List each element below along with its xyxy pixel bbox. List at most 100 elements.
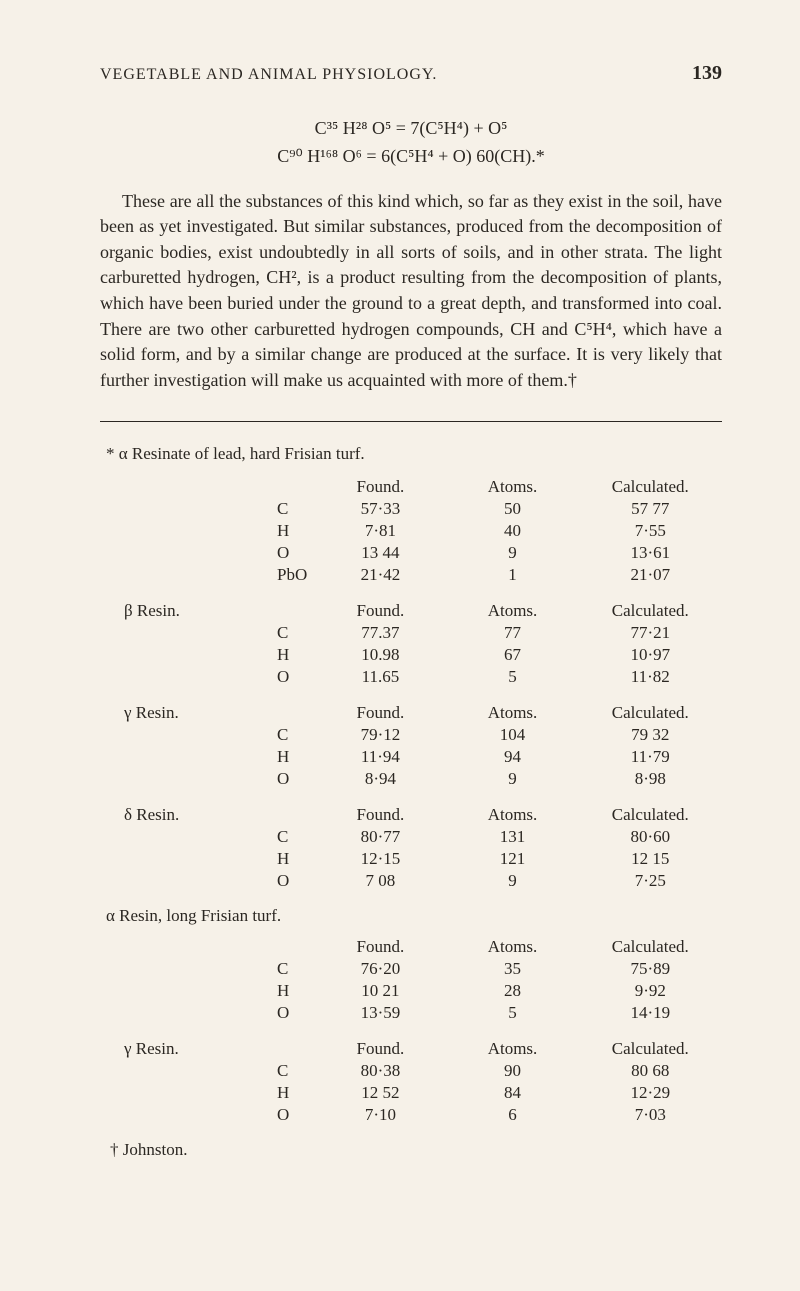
value-found: 57·33	[314, 498, 446, 520]
blank-cell	[100, 958, 273, 980]
value-calculated: 8·98	[579, 768, 722, 790]
value-found: 13 44	[314, 542, 446, 564]
blank-cell	[273, 936, 314, 958]
col-header-found: Found.	[314, 702, 446, 724]
page-number: 139	[692, 62, 722, 85]
element-symbol: O	[273, 542, 314, 564]
value-found: 12·15	[314, 848, 446, 870]
value-atoms: 6	[446, 1104, 578, 1126]
element-symbol: H	[273, 746, 314, 768]
value-found: 13·59	[314, 1002, 446, 1024]
value-found: 11·94	[314, 746, 446, 768]
value-atoms: 40	[446, 520, 578, 542]
value-atoms: 50	[446, 498, 578, 520]
value-atoms: 90	[446, 1060, 578, 1082]
blank-cell	[100, 746, 273, 768]
col-header-calculated: Calculated.	[579, 702, 722, 724]
blank-cell	[100, 622, 273, 644]
value-calculated: 9·92	[579, 980, 722, 1002]
table-row: H10 21289·92	[100, 980, 722, 1002]
col-header-calculated: Calculated.	[579, 936, 722, 958]
blank-cell	[100, 870, 273, 892]
value-calculated: 79 32	[579, 724, 722, 746]
value-calculated: 7·25	[579, 870, 722, 892]
value-atoms: 28	[446, 980, 578, 1002]
table-row: H12·1512112 15	[100, 848, 722, 870]
formula-line-1: C³⁵ H²⁸ O⁵ = 7(C⁵H⁴) + O⁵	[100, 115, 722, 143]
table-row: H10.986710·97	[100, 644, 722, 666]
value-atoms: 77	[446, 622, 578, 644]
running-title: VEGETABLE AND ANIMAL PHYSIOLOGY.	[100, 66, 437, 84]
col-header-calculated: Calculated.	[579, 1038, 722, 1060]
blank-cell	[100, 666, 273, 688]
value-calculated: 12·29	[579, 1082, 722, 1104]
table-row: H11·949411·79	[100, 746, 722, 768]
value-found: 10.98	[314, 644, 446, 666]
value-atoms: 9	[446, 768, 578, 790]
col-header-found: Found.	[314, 476, 446, 498]
value-calculated: 13·61	[579, 542, 722, 564]
col-header-atoms: Atoms.	[446, 804, 578, 826]
composition-table: Found.Atoms.Calculated.C57·335057 77H7·8…	[100, 476, 722, 586]
resin-label	[100, 476, 273, 498]
col-header-found: Found.	[314, 1038, 446, 1060]
table-row: C77.377777·21	[100, 622, 722, 644]
body-text: These are all the substances of this kin…	[100, 191, 722, 390]
value-calculated: 12 15	[579, 848, 722, 870]
table-row: O11.65511·82	[100, 666, 722, 688]
col-header-atoms: Atoms.	[446, 702, 578, 724]
col-header-found: Found.	[314, 936, 446, 958]
table-header-row: Found.Atoms.Calculated.	[100, 936, 722, 958]
table-header-row: Found.Atoms.Calculated.	[100, 476, 722, 498]
value-atoms: 67	[446, 644, 578, 666]
composition-table: γ Resin.Found.Atoms.Calculated.C79·12104…	[100, 702, 722, 790]
element-symbol: H	[273, 644, 314, 666]
blank-cell	[273, 702, 314, 724]
running-head: VEGETABLE AND ANIMAL PHYSIOLOGY. 139	[100, 62, 722, 85]
blank-cell	[100, 564, 273, 586]
resin-label: β Resin.	[100, 600, 273, 622]
table-row: C76·203575·89	[100, 958, 722, 980]
col-header-calculated: Calculated.	[579, 600, 722, 622]
formula-line-2: C⁹⁰ H¹⁶⁸ O⁶ = 6(C⁵H⁴ + O) 60(CH).*	[100, 143, 722, 171]
blank-cell	[100, 1104, 273, 1126]
element-symbol: C	[273, 622, 314, 644]
table-row: O13·59514·19	[100, 1002, 722, 1024]
blank-cell	[100, 768, 273, 790]
value-calculated: 21·07	[579, 564, 722, 586]
footnote-star-heading: * α Resinate of lead, hard Frisian turf.	[106, 444, 722, 464]
value-found: 79·12	[314, 724, 446, 746]
composition-table: β Resin.Found.Atoms.Calculated.C77.37777…	[100, 600, 722, 688]
table-row: O7·1067·03	[100, 1104, 722, 1126]
resin-label: δ Resin.	[100, 804, 273, 826]
element-symbol: O	[273, 1104, 314, 1126]
blank-cell	[100, 848, 273, 870]
value-calculated: 11·79	[579, 746, 722, 768]
table-row: C80·7713180·60	[100, 826, 722, 848]
blank-cell	[100, 1060, 273, 1082]
value-calculated: 75·89	[579, 958, 722, 980]
blank-cell	[273, 804, 314, 826]
element-symbol: C	[273, 498, 314, 520]
value-atoms: 104	[446, 724, 578, 746]
table-row: PbO21·42121·07	[100, 564, 722, 586]
value-atoms: 84	[446, 1082, 578, 1104]
value-atoms: 35	[446, 958, 578, 980]
value-calculated: 80 68	[579, 1060, 722, 1082]
element-symbol: O	[273, 768, 314, 790]
col-header-calculated: Calculated.	[579, 476, 722, 498]
blank-cell	[100, 644, 273, 666]
tables-turf1: Found.Atoms.Calculated.C57·335057 77H7·8…	[100, 476, 722, 892]
col-header-found: Found.	[314, 804, 446, 826]
value-found: 11.65	[314, 666, 446, 688]
table-header-row: δ Resin.Found.Atoms.Calculated.	[100, 804, 722, 826]
value-found: 10 21	[314, 980, 446, 1002]
blank-cell	[273, 600, 314, 622]
table-row: C57·335057 77	[100, 498, 722, 520]
col-header-atoms: Atoms.	[446, 476, 578, 498]
value-calculated: 77·21	[579, 622, 722, 644]
table-header-row: γ Resin.Found.Atoms.Calculated.	[100, 1038, 722, 1060]
value-calculated: 14·19	[579, 1002, 722, 1024]
element-symbol: O	[273, 870, 314, 892]
element-symbol: O	[273, 1002, 314, 1024]
